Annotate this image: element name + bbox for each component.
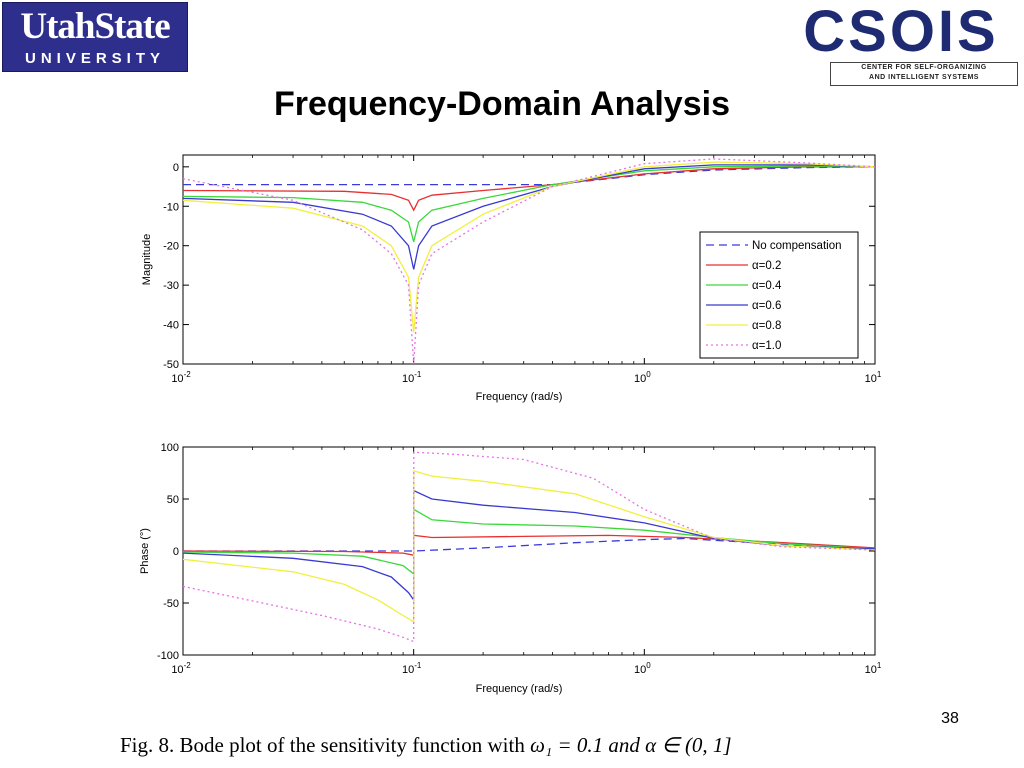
- usu-logo-line1: UtahState: [20, 6, 170, 47]
- legend-box: [699, 231, 859, 359]
- y-tick-label: -40: [163, 320, 179, 332]
- usu-logo-line2: UNIVERSITY: [24, 50, 165, 67]
- chart-phase: 10-2 10-1 100 101 100 50 0 -50 -100 Frequency (ra…: [139, 442, 882, 695]
- x-tick-label: 10-1: [402, 370, 422, 385]
- y-tick-label: 0: [173, 546, 179, 558]
- y-tick-label: 0: [173, 162, 179, 174]
- x-tick-label: 10-1: [402, 661, 422, 676]
- legend-label: α=0.2: [752, 260, 781, 272]
- y-tick-label: -20: [163, 241, 179, 253]
- legend-label: α=0.6: [752, 300, 781, 312]
- x-tick-label: 100: [634, 661, 651, 676]
- csois-logo-sub1: CENTER FOR SELF-ORGANIZING: [861, 64, 987, 71]
- y-tick-label: -100: [157, 650, 179, 662]
- csois-logo: CSOIS CENTER FOR SELF-ORGANIZING AND INT…: [782, 2, 1020, 86]
- utah-state-university-logo: UtahState UNIVERSITY: [2, 2, 188, 72]
- series-line--1-0: [183, 158, 875, 364]
- series-group: [183, 451, 875, 643]
- x-tick-label: 101: [865, 370, 882, 385]
- series-group: [183, 158, 875, 364]
- series-line--0-4: [183, 165, 875, 242]
- series-line--0-2: [183, 166, 875, 212]
- figure-caption: Fig. 8. Bode plot of the sensitivity fun…: [120, 730, 920, 760]
- series-line--0-6: [183, 489, 875, 602]
- slide-title: Frequency-Domain Analysis: [274, 85, 730, 123]
- caption-text: Fig. 8. Bode plot of the sensitivity fun…: [120, 733, 531, 757]
- x-tick-label: 10-2: [171, 661, 191, 676]
- legend: No compensation α=0.2 α=0.4 α=0.6 α=0.8 α=1.0: [699, 231, 859, 359]
- csois-logo-subtitle-box: CENTER FOR SELF-ORGANIZING AND INTELLIGE…: [830, 62, 1018, 86]
- series-line-no-compensation: [183, 166, 875, 186]
- series-line--0-8: [183, 161, 875, 333]
- csois-logo-sub2: AND INTELLIGENT SYSTEMS: [869, 74, 979, 81]
- series-line--0-6: [183, 164, 875, 270]
- y-tick-label: -50: [163, 359, 179, 371]
- page-number: 38: [941, 710, 959, 727]
- csois-logo-word: CSOIS: [803, 0, 999, 64]
- y-tick-label: -50: [163, 598, 179, 610]
- x-tick-label: 10-2: [171, 370, 191, 385]
- chart-magnitude: 10-2 10-1 100 101 0 -10 -20 -30 -40 -50 Frequency …: [141, 154, 882, 403]
- y-tick-label: 50: [167, 494, 179, 506]
- y-axis-label: Phase (°): [139, 528, 151, 574]
- x-tick-label: 101: [865, 661, 882, 676]
- caption-math: ω₁ = 0.1 and α ∈ (0, 1]: [530, 733, 732, 757]
- legend-label: α=0.8: [752, 320, 781, 332]
- y-axis-label: Magnitude: [141, 234, 153, 285]
- legend-label: α=0.4: [752, 280, 782, 292]
- legend-label: No compensation: [752, 240, 842, 252]
- y-tick-label: -30: [163, 280, 179, 292]
- x-axis-label: Frequency (rad/s): [476, 391, 563, 403]
- y-tick-label: -10: [163, 201, 179, 213]
- x-axis-label: Frequency (rad/s): [476, 683, 563, 695]
- legend-label: α=1.0: [752, 340, 781, 352]
- x-tick-label: 100: [634, 370, 651, 385]
- y-tick-label: 100: [161, 442, 179, 454]
- series-line--1-0: [183, 451, 875, 643]
